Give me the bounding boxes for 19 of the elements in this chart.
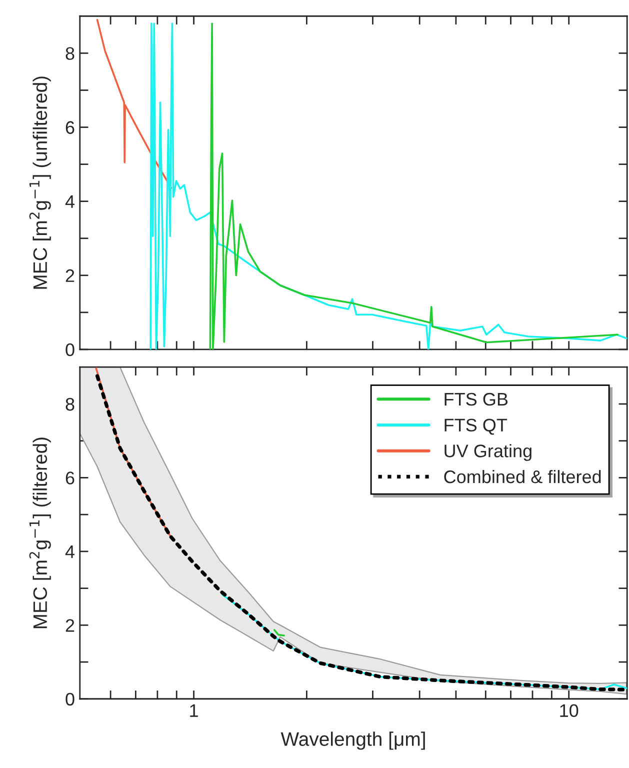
legend-label: FTS QT	[444, 418, 508, 435]
y-tick-label: 8	[66, 398, 74, 411]
legend-label: FTS GB	[444, 392, 508, 406]
y-tick-label: 8	[66, 47, 74, 60]
x-tick-label: 1	[190, 704, 198, 717]
y-tick-label: 6	[66, 121, 74, 134]
y-tick-label: 0	[66, 343, 74, 356]
legend-label: Combined & filtered	[444, 470, 601, 484]
x-tick-label: 10	[560, 704, 578, 718]
y-axis-title: MEC [m$^{2}$g$^{−1}$] (filtered)	[29, 438, 51, 628]
legend-label: UV Grating	[444, 444, 532, 461]
x-axis-title: Wavelength [μm]	[280, 732, 425, 750]
y-tick-label: 0	[66, 692, 74, 706]
y-tick-label: 2	[66, 619, 74, 632]
y-tick-label: 4	[65, 546, 74, 558]
y-axis-title: MEC [m$^{2}$g$^{−1}$] (unfiltered)	[29, 76, 51, 289]
y-tick-label: 6	[66, 472, 74, 484]
y-tick-label: 4	[65, 195, 74, 208]
y-tick-label: 2	[66, 269, 74, 282]
